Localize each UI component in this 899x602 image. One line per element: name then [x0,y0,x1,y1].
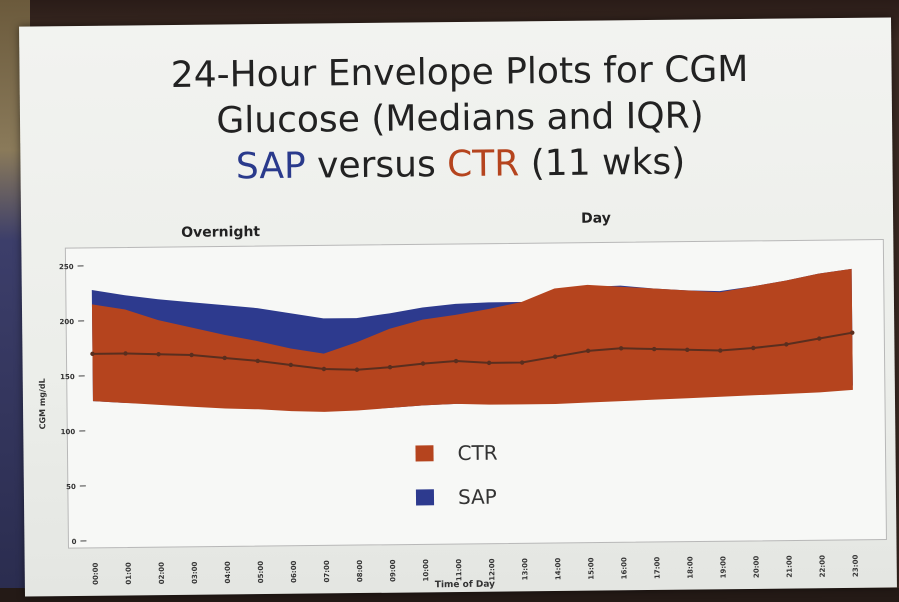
section-label-overnight: Overnight [181,224,260,241]
x-tick-label: 10:00 [422,559,430,581]
x-tick-label: 16:00 [620,557,628,579]
x-tick-label: 19:00 [719,556,727,578]
x-tick-label: 13:00 [521,558,529,580]
median-point [486,360,492,366]
x-tick-label: 03:00 [191,561,199,583]
y-tick-label: 100 [61,428,76,436]
median-point [651,346,657,352]
median-point [288,362,294,368]
median-point [156,352,161,357]
median-point [420,361,426,366]
median-point [354,367,360,372]
ctr-iqr-band [91,268,853,412]
x-tick-label: 01:00 [125,562,133,584]
presentation-slide: 24-Hour Envelope Plots for CGM Glucose (… [19,17,897,597]
x-tick-label: 04:00 [224,561,232,583]
y-tick-label: 200 [59,318,74,326]
x-tick-label: 00:00 [92,563,100,585]
x-tick-label: 22:00 [819,555,827,577]
envelope-chart: Overnight Day 0 50 100 150 200 250 CGM mg/dL 0… [19,17,897,596]
y-axis-label: CGM mg/dL [38,378,48,429]
median-point [255,358,260,364]
median-point [519,360,525,365]
x-tick-label: 14:00 [554,558,562,580]
x-tick-label: 09:00 [389,559,397,581]
x-axis-label: Time of Day [435,580,495,591]
legend-label-ctr: CTR [457,441,497,465]
median-point [222,355,227,361]
legend-swatch-sap [415,489,435,506]
y-tick-label: 0 [72,538,77,546]
x-tick-label: 23:00 [852,555,860,577]
median-point [321,366,327,372]
legend-label-sap: SAP [458,485,497,509]
x-tick-label: 12:00 [488,558,496,580]
y-tick-label: 50 [66,483,76,491]
median-line [92,331,853,371]
x-tick-label: 21:00 [786,555,794,577]
section-label-day: Day [581,210,611,226]
median-point [90,351,95,357]
x-tick-label: 11:00 [455,559,463,581]
median-point [123,351,128,356]
x-tick-label: 07:00 [323,560,331,582]
median-point [718,348,723,353]
median-point [585,348,591,354]
median-point [784,342,789,347]
x-tick-label: 15:00 [587,557,595,579]
median-point [453,358,459,364]
legend-swatch-ctr [415,445,434,462]
y-tick-label: 250 [59,263,74,271]
median-point [387,365,393,370]
median-point [552,354,558,359]
x-tick-label: 08:00 [356,560,364,582]
x-tick-label: 18:00 [686,556,694,578]
x-tick-label: 05:00 [257,561,265,583]
x-tick-label: 02:00 [158,562,166,584]
x-tick-label: 06:00 [290,560,298,582]
x-tick-label: 17:00 [653,557,661,579]
median-point [817,336,822,341]
median-point [685,347,690,353]
median-point [850,330,855,335]
median-point [751,345,756,351]
x-tick-label: 20:00 [752,556,760,578]
median-point [618,346,624,351]
y-tick-label: 150 [60,373,75,381]
chart-svg: Overnight Day 0 50 100 150 200 250 CGM mg/dL 0… [38,210,887,591]
median-point [189,352,194,358]
